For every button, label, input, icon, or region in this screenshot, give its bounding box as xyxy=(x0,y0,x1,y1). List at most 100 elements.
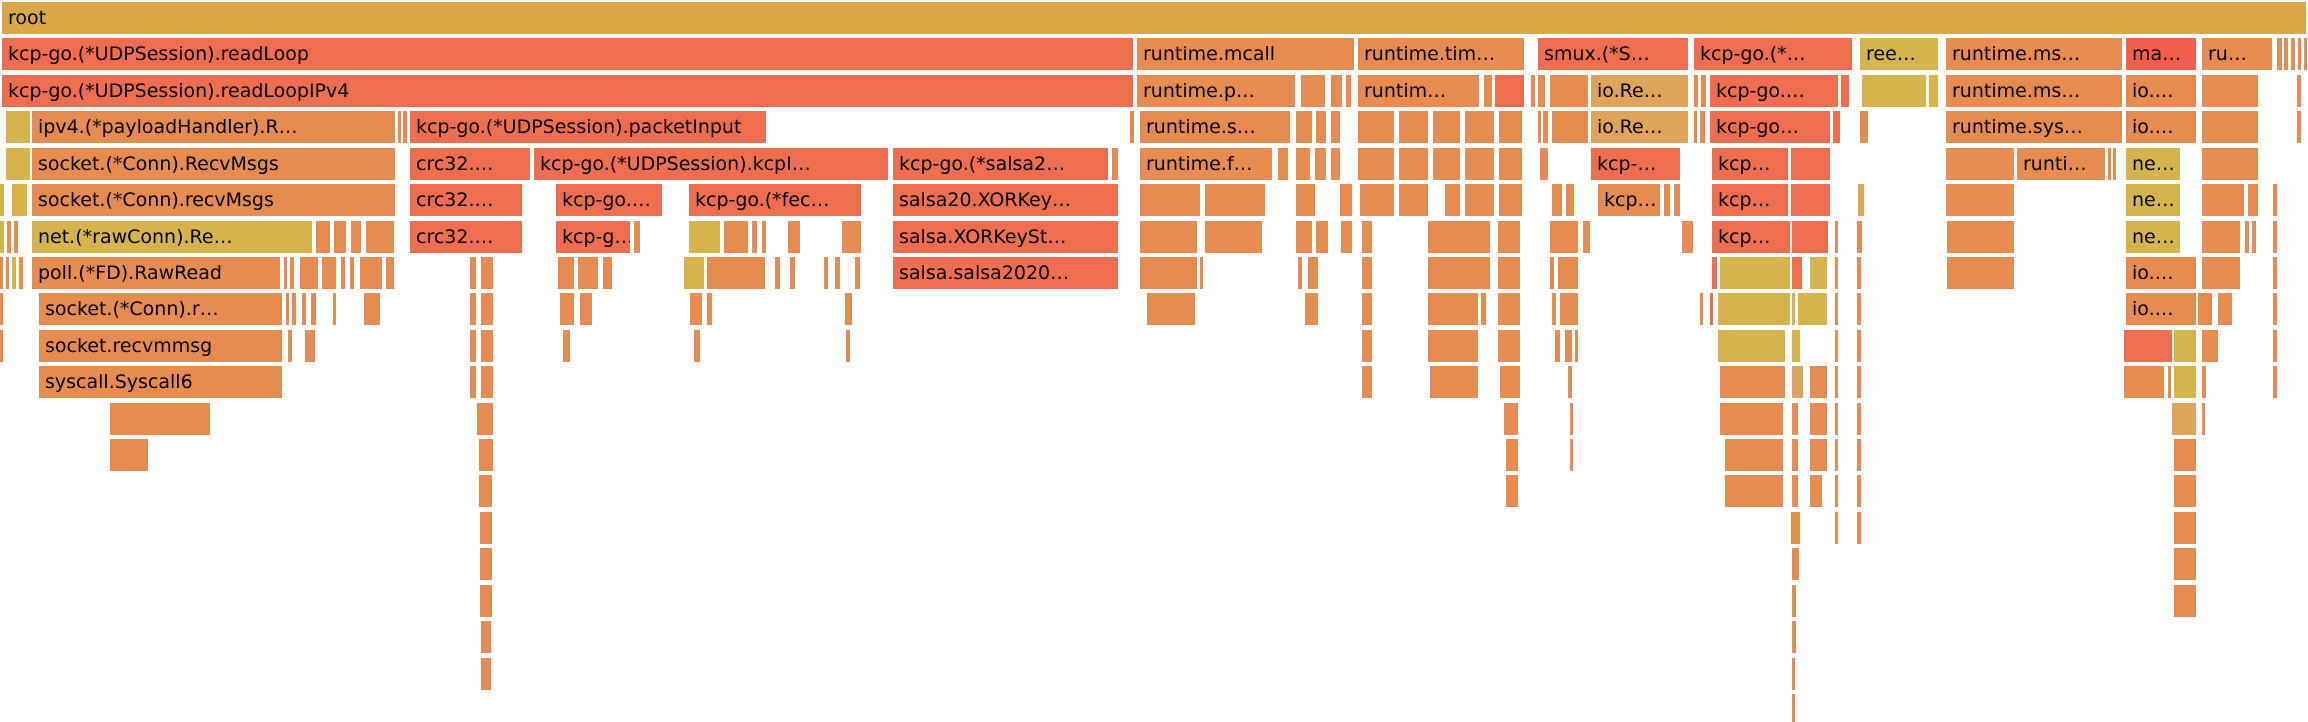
frame[interactable] xyxy=(480,548,492,581)
frame[interactable] xyxy=(1399,111,1428,144)
frame[interactable] xyxy=(2273,366,2277,399)
frame[interactable] xyxy=(835,256,840,289)
frame[interactable] xyxy=(1360,184,1394,217)
frame[interactable] xyxy=(1308,256,1318,289)
frame[interactable] xyxy=(481,366,493,399)
frame[interactable] xyxy=(634,220,640,253)
frame[interactable] xyxy=(1712,256,1717,289)
frame[interactable] xyxy=(1835,293,1838,326)
frame[interactable] xyxy=(1857,293,1861,326)
frame[interactable] xyxy=(1792,293,1795,326)
frame-ne[interactable]: ne… xyxy=(2126,147,2180,180)
frame[interactable] xyxy=(752,220,757,253)
frame[interactable] xyxy=(1810,366,1827,399)
frame[interactable] xyxy=(1465,111,1494,144)
frame[interactable] xyxy=(479,439,493,472)
frame[interactable] xyxy=(707,256,765,289)
frame[interactable] xyxy=(1857,439,1861,472)
frame[interactable] xyxy=(1791,147,1830,180)
frame[interactable] xyxy=(1792,220,1828,253)
frame[interactable] xyxy=(1484,74,1492,107)
frame[interactable] xyxy=(684,256,704,289)
frame[interactable] xyxy=(341,256,345,289)
frame[interactable] xyxy=(1792,366,1803,399)
frame[interactable] xyxy=(286,293,289,326)
frame[interactable] xyxy=(1857,329,1861,362)
frame[interactable] xyxy=(1362,293,1372,326)
frame[interactable] xyxy=(2202,256,2240,289)
frame[interactable] xyxy=(788,220,800,253)
frame[interactable] xyxy=(558,256,574,289)
frame[interactable] xyxy=(1205,184,1265,217)
frame[interactable] xyxy=(1543,111,1548,144)
frame[interactable] xyxy=(480,584,492,617)
frame-kcp-go-udpsession-kcpi[interactable]: kcp-go.(*UDPSession).kcpI… xyxy=(534,147,888,180)
frame[interactable] xyxy=(1552,293,1556,326)
frame[interactable] xyxy=(1495,74,1524,107)
frame[interactable] xyxy=(19,256,23,289)
frame[interactable] xyxy=(288,329,292,362)
frame[interactable] xyxy=(1835,256,1838,289)
frame[interactable] xyxy=(1362,256,1372,289)
frame[interactable] xyxy=(1498,256,1520,289)
frame[interactable] xyxy=(707,293,712,326)
frame[interactable] xyxy=(2277,38,2282,71)
frame[interactable] xyxy=(1498,293,1520,326)
frame[interactable] xyxy=(1835,402,1838,435)
frame[interactable] xyxy=(1792,657,1795,690)
frame[interactable] xyxy=(1538,74,1545,107)
frame[interactable] xyxy=(2168,366,2171,399)
frame-kcp[interactable]: kcp… xyxy=(1712,220,1790,253)
frame-root[interactable]: root xyxy=(2,2,2306,34)
frame[interactable] xyxy=(1700,111,1705,144)
frame[interactable] xyxy=(1358,147,1394,180)
frame[interactable] xyxy=(2202,111,2258,144)
frame[interactable] xyxy=(1835,329,1838,362)
frame[interactable] xyxy=(1298,256,1302,289)
frame[interactable] xyxy=(1792,439,1798,472)
frame[interactable] xyxy=(1316,111,1326,144)
frame[interactable] xyxy=(1810,402,1827,435)
frame-poll-fd-rawread[interactable]: poll.(*FD).RawRead xyxy=(32,256,280,289)
frame[interactable] xyxy=(0,184,4,217)
frame[interactable] xyxy=(1465,147,1494,180)
frame[interactable] xyxy=(1857,366,1861,399)
frame[interactable] xyxy=(603,256,612,289)
frame-ipv4-payloadhandler-r[interactable]: ipv4.(*payloadHandler).R… xyxy=(32,111,395,144)
frame[interactable] xyxy=(366,220,394,253)
frame[interactable] xyxy=(1858,184,1864,217)
frame[interactable] xyxy=(6,111,30,144)
frame[interactable] xyxy=(1399,184,1428,217)
frame[interactable] xyxy=(1718,329,1785,362)
frame[interactable] xyxy=(1570,402,1573,435)
frame[interactable] xyxy=(563,329,570,362)
frame[interactable] xyxy=(470,293,476,326)
frame[interactable] xyxy=(1835,220,1838,253)
frame[interactable] xyxy=(334,220,346,253)
frame[interactable] xyxy=(481,657,491,690)
frame[interactable] xyxy=(1792,548,1799,581)
frame[interactable] xyxy=(1499,147,1522,180)
frame[interactable] xyxy=(775,256,780,289)
frame[interactable] xyxy=(2124,329,2172,362)
frame-kcp-go-salsa2[interactable]: kcp-go.(*salsa2… xyxy=(893,147,1108,180)
frame-ru[interactable]: ru… xyxy=(2202,38,2272,71)
frame[interactable] xyxy=(1362,366,1372,399)
frame[interactable] xyxy=(2174,439,2196,472)
frame[interactable] xyxy=(790,256,795,289)
frame-kcp[interactable]: kcp… xyxy=(1598,184,1660,217)
frame-crc32[interactable]: crc32.… xyxy=(410,147,530,180)
frame[interactable] xyxy=(1433,147,1460,180)
frame[interactable] xyxy=(824,256,828,289)
frame[interactable] xyxy=(1465,184,1494,217)
frame-kcp-go[interactable]: kcp-go… xyxy=(1710,111,1830,144)
frame-ma[interactable]: ma… xyxy=(2126,38,2196,71)
frame[interactable] xyxy=(479,475,492,508)
frame[interactable] xyxy=(1147,293,1195,326)
frame-crc32[interactable]: crc32.… xyxy=(410,220,522,253)
frame[interactable] xyxy=(1674,184,1680,217)
frame[interactable] xyxy=(560,293,574,326)
frame[interactable] xyxy=(1857,256,1861,289)
frame[interactable] xyxy=(845,293,852,326)
frame[interactable] xyxy=(1316,220,1328,253)
